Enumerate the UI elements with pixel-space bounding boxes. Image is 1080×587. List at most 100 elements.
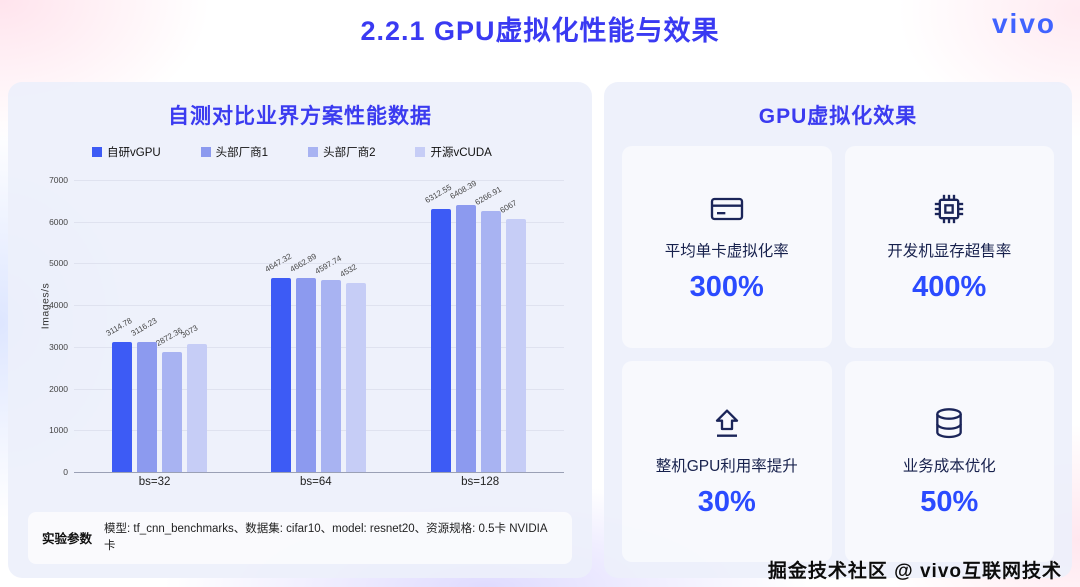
bar-value-label: 6067 — [498, 198, 519, 215]
bar — [480, 210, 501, 472]
page-title: 2.2.1 GPU虚拟化性能与效果 — [360, 16, 720, 46]
y-tick-label: 1000 — [49, 425, 68, 436]
bar — [321, 280, 342, 472]
y-tick-label: 4000 — [49, 300, 68, 311]
x-category-label: bs=128 — [461, 476, 500, 488]
stat-card-oversell: 开发机显存超售率 400% — [844, 146, 1054, 348]
gridline — [74, 430, 564, 432]
legend-label: 开源vCUDA — [430, 147, 492, 159]
legend-swatch — [415, 147, 426, 157]
bar-value-label: 2872.36 — [154, 325, 185, 349]
stat-card-utilization: 整机GPU利用率提升 30% — [622, 360, 832, 562]
bar-group: 3114.78 3116.23 2872.36 3073 — [105, 180, 208, 472]
main-content: 自测对比业界方案性能数据 自研vGPU 头部厂商1 头部厂商2 开源vCUDA Ima… — [8, 82, 1072, 578]
legend-label: 自研vGPU — [107, 147, 161, 159]
gridline — [74, 180, 564, 181]
experiment-params: 实验参数 模型: tf_cnn_benchmarks、数据集: cifar10、… — [28, 511, 572, 564]
bar-group: 4647.32 4662.89 4597.74 4532 — [264, 180, 367, 472]
bar-wrap: 4597.74 — [314, 180, 344, 472]
stat-label: 业务成本优化 — [902, 457, 996, 475]
y-tick-label: 0 — [63, 467, 68, 477]
y-tick-label: 7000 — [49, 175, 68, 185]
vivo-logo: vivo — [991, 8, 1056, 39]
bar-wrap: 3116.23 — [130, 180, 159, 472]
gridline — [74, 305, 564, 307]
plot-area: 0 1000 2000 3000 4000 5000 6000 7000 3114.78 3116… — [49, 175, 564, 477]
legend-swatch — [308, 147, 319, 157]
bar — [296, 277, 317, 472]
legend-label: 头部厂商2 — [323, 147, 376, 159]
legend-item: 自研vGPU — [92, 144, 161, 160]
bar-chart: Images/s 0 1000 2000 3000 4000 5000 6000 7000 31… — [28, 175, 572, 502]
bar — [346, 282, 367, 472]
effects-panel: GPU虚拟化效果 平均单卡虚拟化率 300% — [604, 82, 1072, 578]
y-tick-label: 3000 — [49, 341, 68, 352]
bar-wrap: 6266.91 — [473, 180, 503, 472]
bar-wrap: 4662.89 — [289, 180, 319, 472]
y-tick-label: 6000 — [49, 216, 68, 227]
bar-value-label: 6266.91 — [473, 184, 503, 207]
bar — [505, 218, 526, 472]
stat-label: 整机GPU利用率提升 — [655, 457, 798, 475]
x-category-label: bs=32 — [138, 476, 171, 488]
chart-legend: 自研vGPU 头部厂商1 头部厂商2 开源vCUDA — [92, 144, 572, 160]
stat-label: 开发机显存超售率 — [887, 243, 1012, 261]
chart-title: 自测对比业界方案性能数据 — [168, 105, 432, 128]
legend-swatch — [92, 147, 102, 157]
bar-value-label: 3116.23 — [129, 316, 159, 339]
experiment-params-text: 模型: tf_cnn_benchmarks、数据集: cifar10、model… — [104, 522, 547, 552]
gridline — [74, 221, 564, 223]
effects-title: GPU虚拟化效果 — [758, 105, 918, 128]
bar — [112, 342, 133, 472]
experiment-params-label: 实验参数 — [42, 532, 93, 547]
bar-value-label: 3114.78 — [104, 316, 134, 339]
legend-item: 开源vCUDA — [415, 144, 492, 160]
bar-value-label: 4647.32 — [263, 251, 294, 275]
bar-value-label: 6408.39 — [448, 178, 478, 201]
bar — [162, 352, 183, 472]
coins-icon — [929, 404, 969, 444]
legend-label: 头部厂商1 — [215, 147, 269, 159]
bar-wrap: 2872.36 — [155, 180, 184, 472]
gridline — [74, 388, 564, 390]
benchmark-panel: 自测对比业界方案性能数据 自研vGPU 头部厂商1 头部厂商2 开源vCUDA Ima… — [8, 82, 592, 578]
bar-value-label: 3073 — [179, 323, 200, 340]
legend-item: 头部厂商1 — [200, 144, 269, 160]
y-tick-label: 5000 — [49, 258, 68, 269]
bar-wrap: 3114.78 — [105, 180, 134, 472]
legend-item: 头部厂商2 — [308, 144, 375, 160]
gridline — [74, 263, 564, 265]
x-category-label: bs=64 — [299, 476, 332, 488]
y-tick-label: 2000 — [49, 383, 68, 394]
gridline — [74, 472, 564, 473]
stat-card-cost: 业务成本优化 50% — [844, 360, 1054, 562]
bar-value-label: 4532 — [338, 262, 359, 279]
stat-card-virtualization: 平均单卡虚拟化率 300% — [622, 146, 832, 348]
watermark: 掘金技术社区 @ vivo互联网技术 — [767, 561, 1062, 582]
card-icon — [707, 189, 747, 229]
bar-wrap: 6067 — [498, 180, 526, 472]
stat-value: 400% — [912, 271, 987, 304]
bar — [271, 278, 292, 472]
bar-group: 6312.55 6408.39 6266.91 6067 — [423, 178, 526, 472]
bar-wrap: 4532 — [339, 180, 367, 472]
bar-wrap: 6312.55 — [423, 180, 453, 472]
bar-wrap: 3073 — [180, 180, 208, 472]
upload-icon — [707, 404, 747, 444]
stat-value: 30% — [697, 485, 756, 518]
bar-wrap: 4647.32 — [264, 180, 294, 472]
stat-value: 50% — [920, 485, 979, 518]
x-axis-labels: bs=32 bs=64 bs=128 — [74, 472, 564, 488]
gridline — [74, 346, 564, 348]
header: 2.2.1 GPU虚拟化性能与效果 vivo — [0, 0, 1080, 58]
stat-label: 平均单卡虚拟化率 — [664, 243, 789, 261]
stat-value: 300% — [689, 271, 764, 304]
legend-swatch — [200, 147, 211, 157]
bar — [137, 342, 158, 472]
bar — [430, 208, 451, 472]
chip-icon — [929, 189, 969, 229]
bar — [455, 204, 476, 472]
bar-wrap: 6408.39 — [448, 178, 478, 472]
stat-cards: 平均单卡虚拟化率 300% 开发机显存超售率 400% — [622, 146, 1054, 562]
bar-groups: 3114.78 3116.23 2872.36 3073 4647.32 4662.89 4… — [74, 178, 564, 472]
